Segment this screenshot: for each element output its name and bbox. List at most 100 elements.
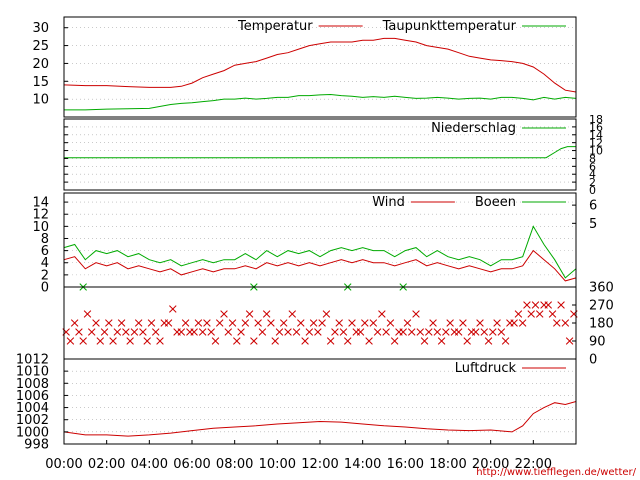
marker-stroke [459,319,467,327]
legend-label: Taupunkttemperatur [382,19,517,34]
x-tick-label: 12:00 [301,457,338,472]
marker-stroke [96,337,105,345]
direction-marker [527,310,535,318]
x-tick-label: 22:00 [515,457,552,472]
marker-stroke [382,328,390,336]
y-tick-label: 8 [41,232,49,247]
direction-marker [139,328,147,336]
y-tick-label: 18 [589,113,603,126]
direction-marker [254,319,262,327]
marker-stroke [331,328,339,336]
marker-stroke [403,319,412,327]
direction-marker [301,337,309,345]
direction-marker [87,328,96,336]
marker-stroke [134,319,143,327]
marker-stroke [348,319,356,327]
marker-stroke [271,337,279,345]
direction-marker [514,310,523,318]
direction-marker [343,337,352,345]
x-tick-label: 08:00 [216,457,253,472]
x-tick-label: 04:00 [131,457,168,472]
y-tick-label: 10 [32,93,49,108]
marker-stroke [309,319,318,327]
direction-marker [399,328,407,336]
direction-marker [237,328,245,336]
marker-stroke [561,319,570,327]
direction-marker [326,337,335,345]
y-tick-label: 14 [32,196,49,211]
marker-stroke [284,328,292,336]
marker-stroke [501,337,510,345]
direction-marker [83,310,92,318]
direction-marker [271,337,279,345]
y2-tick-label: 6 [589,199,597,214]
direction-marker [262,310,271,318]
marker-stroke [373,328,382,336]
marker-stroke [489,328,497,336]
y-tick-label: 0 [589,184,596,197]
marker-stroke [70,319,79,327]
marker-stroke [224,328,233,336]
y-tick-label: 1002 [16,413,49,428]
y-tick-label: 20 [32,57,49,72]
direction-marker [425,328,433,336]
marker-stroke [318,319,326,327]
marker-stroke [557,301,565,309]
wind-direction-panel: 0 90 180 270 360 [62,281,614,368]
marker-stroke [510,319,518,327]
marker-stroke [87,328,96,336]
direction-marker [459,319,467,327]
x-tick-label: 16:00 [387,457,424,472]
direction-marker [454,328,463,336]
marker-stroke [198,328,207,336]
marker-stroke [237,328,245,336]
direction-marker [561,319,570,327]
direction-marker [489,328,497,336]
marker-stroke [258,328,267,336]
direction-marker [348,319,356,327]
source-url-text[interactable]: http://www.tiefflegen.de/wetter/ [476,467,636,478]
y-tick-label: 15 [32,75,49,90]
marker-stroke [207,328,215,336]
series-line-1 [63,225,577,279]
y-tick-label: 1008 [16,377,49,392]
x-tick-label: 02:00 [88,457,125,472]
direction-marker [446,319,454,327]
direction-marker [279,319,288,327]
marker-stroke [429,319,437,327]
y-tick-label: 1006 [16,389,49,404]
y-tick-label: 6 [41,244,49,259]
direction-marker [92,319,100,327]
y-tick-label: 0 [41,281,49,296]
marker-stroke [369,319,378,327]
marker-stroke [535,310,544,318]
marker-stroke [305,328,314,336]
direction-marker [181,319,190,327]
marker-stroke [156,337,164,345]
direction-marker [309,319,318,327]
marker-stroke [267,319,275,327]
direction-marker [412,310,420,318]
marker-stroke [480,328,489,336]
marker-stroke [314,328,322,336]
direction-marker [403,319,412,327]
marker-stroke [254,319,262,327]
x-tick-label: 10:00 [259,457,296,472]
direction-marker [220,310,228,318]
direction-marker [79,337,87,345]
marker-stroke [151,328,160,336]
y-tick-label: 14 [589,129,603,142]
direction-marker [198,328,207,336]
direction-marker [122,328,130,336]
direction-marker [553,319,561,327]
direction-marker [75,328,83,336]
direction-marker [390,337,399,345]
marker-stroke [497,328,506,336]
marker-stroke [203,319,211,327]
marker-stroke [454,328,463,336]
direction-marker [164,319,173,327]
marker-stroke [113,328,122,336]
marker-stroke [250,337,258,345]
